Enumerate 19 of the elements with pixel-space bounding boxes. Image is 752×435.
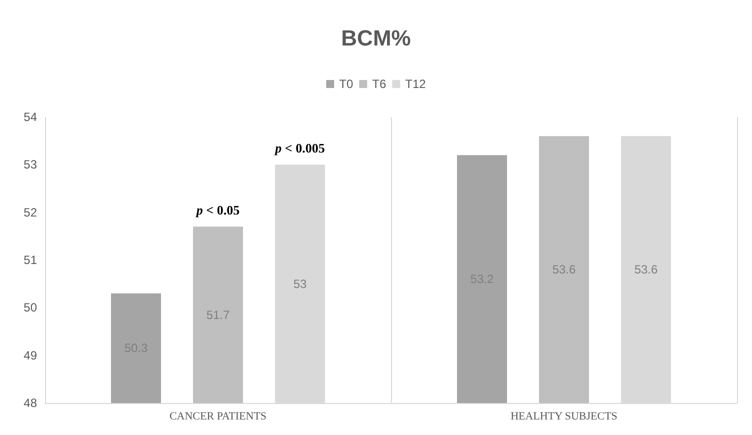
- legend-label: T6: [372, 77, 386, 91]
- y-tick-label: 49: [24, 348, 38, 362]
- annotation: p < 0.005: [274, 140, 326, 156]
- y-tick-label: 54: [24, 110, 38, 124]
- chart-title: BCM%: [341, 26, 411, 50]
- y-tick-label: 48: [24, 396, 38, 410]
- y-tick-label: 50: [24, 300, 38, 315]
- data-label: 53: [293, 276, 307, 291]
- y-tick-label: 51: [24, 253, 38, 267]
- y-tick-label: 52: [24, 205, 38, 220]
- legend-label: T12: [405, 77, 426, 91]
- x-tick-label: CANCER PATIENTS: [169, 410, 267, 422]
- y-tick-label: 53: [24, 158, 38, 172]
- x-tick-label: HEALHTY SUBJECTS: [510, 410, 618, 422]
- legend-label: T0: [339, 77, 354, 91]
- data-label: 51.7: [206, 308, 230, 322]
- data-label: 53.6: [634, 262, 658, 277]
- annotation: p < 0.05: [195, 202, 240, 218]
- data-label: 53.6: [552, 262, 576, 277]
